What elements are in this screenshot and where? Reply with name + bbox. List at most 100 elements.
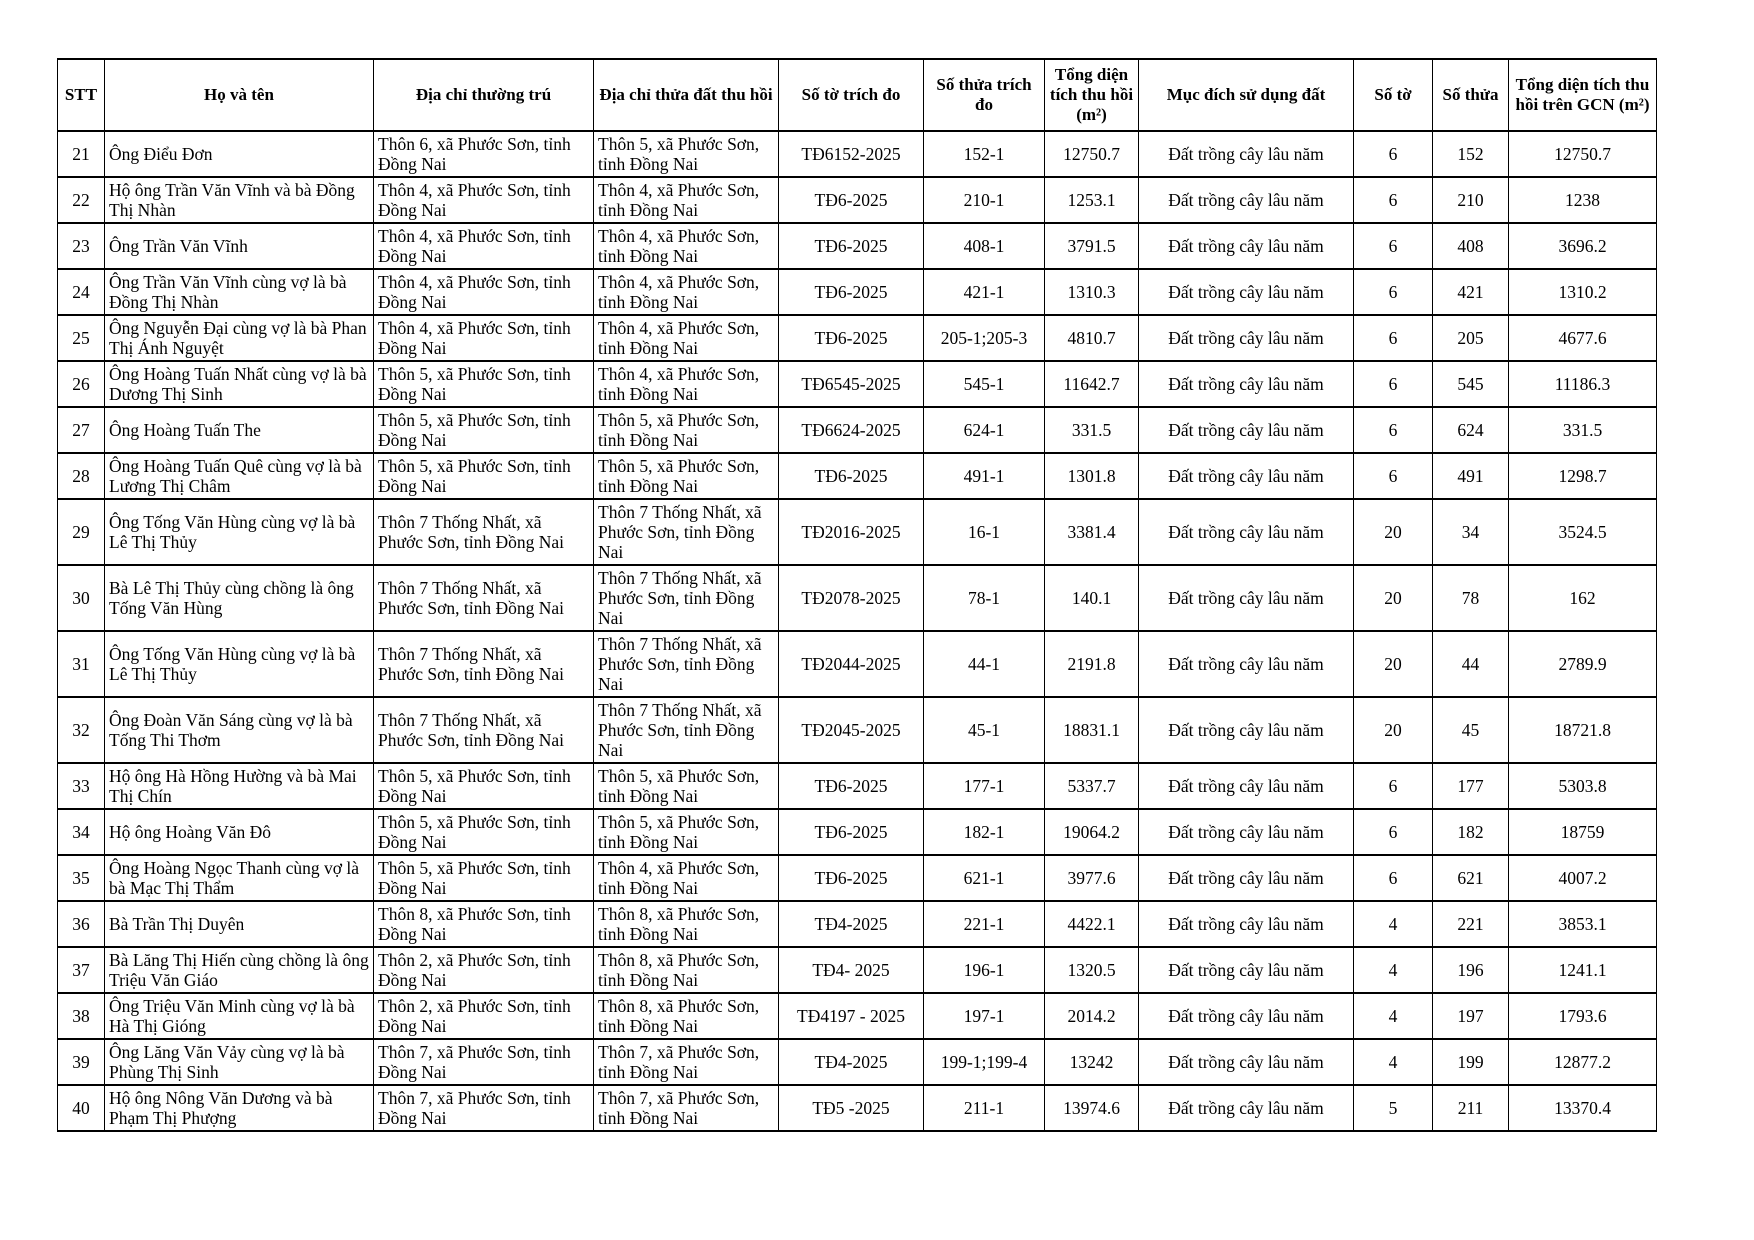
table-row: 37 Bà Lăng Thị Hiến cùng chồng là ông Tri…: [57, 946, 1657, 994]
table-cell: 6: [1353, 808, 1433, 856]
table-cell: 44: [1432, 630, 1509, 698]
table-cell: Ông Điểu Đơn: [104, 130, 374, 178]
table-cell: 221-1: [923, 900, 1045, 948]
table-row: 32 Ông Đoàn Văn Sáng cùng vợ là bà Tống T…: [57, 696, 1657, 764]
header-cell-7: Mục đích sử dụng đất: [1138, 58, 1354, 132]
header-cell-4: Số tờ trích đo: [778, 58, 924, 132]
table-row: 38 Ông Triệu Văn Minh cùng vợ là bà Hà Th…: [57, 992, 1657, 1040]
table-cell: 5337.7: [1044, 762, 1139, 810]
table-cell: Đất trồng cây lâu năm: [1138, 222, 1354, 270]
table-row: 21 Ông Điểu Đơn Thôn 6, xã Phước Sơn, tỉnh…: [57, 130, 1657, 178]
table-cell: 545: [1432, 360, 1509, 408]
table-cell: 6: [1353, 130, 1433, 178]
table-cell: Thôn 7, xã Phước Sơn, tỉnh Đồng Nai: [373, 1084, 594, 1132]
table-cell: 624: [1432, 406, 1509, 454]
table-cell: Thôn 5, xã Phước Sơn, tỉnh Đồng Nai: [593, 762, 779, 810]
table-cell: 491: [1432, 452, 1509, 500]
table-cell: Đất trồng cây lâu năm: [1138, 900, 1354, 948]
table-cell: 18721.8: [1508, 696, 1657, 764]
land-recovery-table: STT Họ và tên Địa chỉ thường trú Địa chỉ th…: [57, 58, 1657, 1132]
table-cell: Đất trồng cây lâu năm: [1138, 630, 1354, 698]
table-cell: Bà Lê Thị Thủy cùng chồng là ông Tống Vă…: [104, 564, 374, 632]
table-cell: 3977.6: [1044, 854, 1139, 902]
table-cell: Đất trồng cây lâu năm: [1138, 268, 1354, 316]
table-body: 21 Ông Điểu Đơn Thôn 6, xã Phước Sơn, tỉnh…: [57, 130, 1657, 1132]
table-cell: Ông Hoàng Tuấn Nhất cùng vợ là bà Dương …: [104, 360, 374, 408]
table-cell: Bà Lăng Thị Hiến cùng chồng là ông Triệu…: [104, 946, 374, 994]
table-cell: 19064.2: [1044, 808, 1139, 856]
table-cell: 3791.5: [1044, 222, 1139, 270]
table-cell: Ông Hoàng Tuấn Quê cùng vợ là bà Lương T…: [104, 452, 374, 500]
table-cell: Đất trồng cây lâu năm: [1138, 130, 1354, 178]
table-cell: 6: [1353, 314, 1433, 362]
table-cell: 34: [1432, 498, 1509, 566]
table-cell: Thôn 4, xã Phước Sơn, tỉnh Đồng Nai: [593, 360, 779, 408]
table-cell: Hộ ông Hà Hồng Hường và bà Mai Thị Chín: [104, 762, 374, 810]
table-cell: 221: [1432, 900, 1509, 948]
table-cell: Thôn 5, xã Phước Sơn, tỉnh Đồng Nai: [593, 808, 779, 856]
table-cell: 210-1: [923, 176, 1045, 224]
table-cell: 3853.1: [1508, 900, 1657, 948]
table-cell: TĐ6-2025: [778, 452, 924, 500]
table-cell: Thôn 4, xã Phước Sơn, tỉnh Đồng Nai: [593, 222, 779, 270]
table-cell: Thôn 5, xã Phước Sơn, tỉnh Đồng Nai: [373, 762, 594, 810]
table-cell: Thôn 5, xã Phước Sơn, tỉnh Đồng Nai: [373, 808, 594, 856]
header-cell-10: Tổng diện tích thu hồi trên GCN (m²): [1508, 58, 1657, 132]
table-cell: Ông Trần Văn Vĩnh: [104, 222, 374, 270]
table-cell: 23: [57, 222, 105, 270]
table-cell: 34: [57, 808, 105, 856]
table-cell: 22: [57, 176, 105, 224]
table-row: 25 Ông Nguyễn Đại cùng vợ là bà Phan Thị …: [57, 314, 1657, 362]
table-cell: 4007.2: [1508, 854, 1657, 902]
table-cell: Thôn 7 Thống Nhất, xã Phước Sơn, tỉnh Đồ…: [593, 564, 779, 632]
table-cell: 621: [1432, 854, 1509, 902]
table-cell: 1253.1: [1044, 176, 1139, 224]
table-cell: Đất trồng cây lâu năm: [1138, 696, 1354, 764]
table-cell: Đất trồng cây lâu năm: [1138, 854, 1354, 902]
table-cell: Ông Trần Văn Vĩnh cùng vợ là bà Đồng Thị…: [104, 268, 374, 316]
table-row: 36 Bà Trần Thị Duyên Thôn 8, xã Phước Sơn,…: [57, 900, 1657, 948]
table-cell: 624-1: [923, 406, 1045, 454]
table-cell: 25: [57, 314, 105, 362]
table-cell: 16-1: [923, 498, 1045, 566]
table-cell: Thôn 5, xã Phước Sơn, tỉnh Đồng Nai: [373, 854, 594, 902]
table-cell: TĐ6152-2025: [778, 130, 924, 178]
table-cell: 196: [1432, 946, 1509, 994]
table-cell: 45: [1432, 696, 1509, 764]
table-cell: 1310.2: [1508, 268, 1657, 316]
table-cell: 177: [1432, 762, 1509, 810]
table-cell: 491-1: [923, 452, 1045, 500]
table-cell: 421-1: [923, 268, 1045, 316]
table-cell: 210: [1432, 176, 1509, 224]
table-cell: TĐ6-2025: [778, 854, 924, 902]
table-cell: 4: [1353, 1038, 1433, 1086]
table-cell: TĐ6-2025: [778, 176, 924, 224]
table-cell: 6: [1353, 268, 1433, 316]
table-cell: 199: [1432, 1038, 1509, 1086]
table-cell: 35: [57, 854, 105, 902]
table-cell: 1310.3: [1044, 268, 1139, 316]
table-cell: Đất trồng cây lâu năm: [1138, 1084, 1354, 1132]
table-cell: TĐ2044-2025: [778, 630, 924, 698]
table-cell: 18831.1: [1044, 696, 1139, 764]
table-cell: Thôn 7, xã Phước Sơn, tỉnh Đồng Nai: [593, 1038, 779, 1086]
table-cell: 205-1;205-3: [923, 314, 1045, 362]
table-cell: Ông Hoàng Tuấn The: [104, 406, 374, 454]
table-row: 39 Ông Lăng Văn Vảy cùng vợ là bà Phùng T…: [57, 1038, 1657, 1086]
header-cell-8: Số tờ: [1353, 58, 1433, 132]
table-cell: TĐ5 -2025: [778, 1084, 924, 1132]
table-cell: 21: [57, 130, 105, 178]
table-cell: 182-1: [923, 808, 1045, 856]
table-cell: Thôn 4, xã Phước Sơn, tỉnh Đồng Nai: [593, 314, 779, 362]
table-cell: TĐ4-2025: [778, 1038, 924, 1086]
table-cell: Đất trồng cây lâu năm: [1138, 360, 1354, 408]
table-cell: 6: [1353, 360, 1433, 408]
header-row: STT Họ và tên Địa chỉ thường trú Địa chỉ th…: [57, 58, 1657, 132]
table-cell: 199-1;199-4: [923, 1038, 1045, 1086]
table-row: 33 Hộ ông Hà Hồng Hường và bà Mai Thị Chí…: [57, 762, 1657, 810]
table-row: 22 Hộ ông Trần Văn Vĩnh và bà Đồng Thị Nh…: [57, 176, 1657, 224]
table-cell: 40: [57, 1084, 105, 1132]
table-cell: 152-1: [923, 130, 1045, 178]
table-cell: 20: [1353, 498, 1433, 566]
